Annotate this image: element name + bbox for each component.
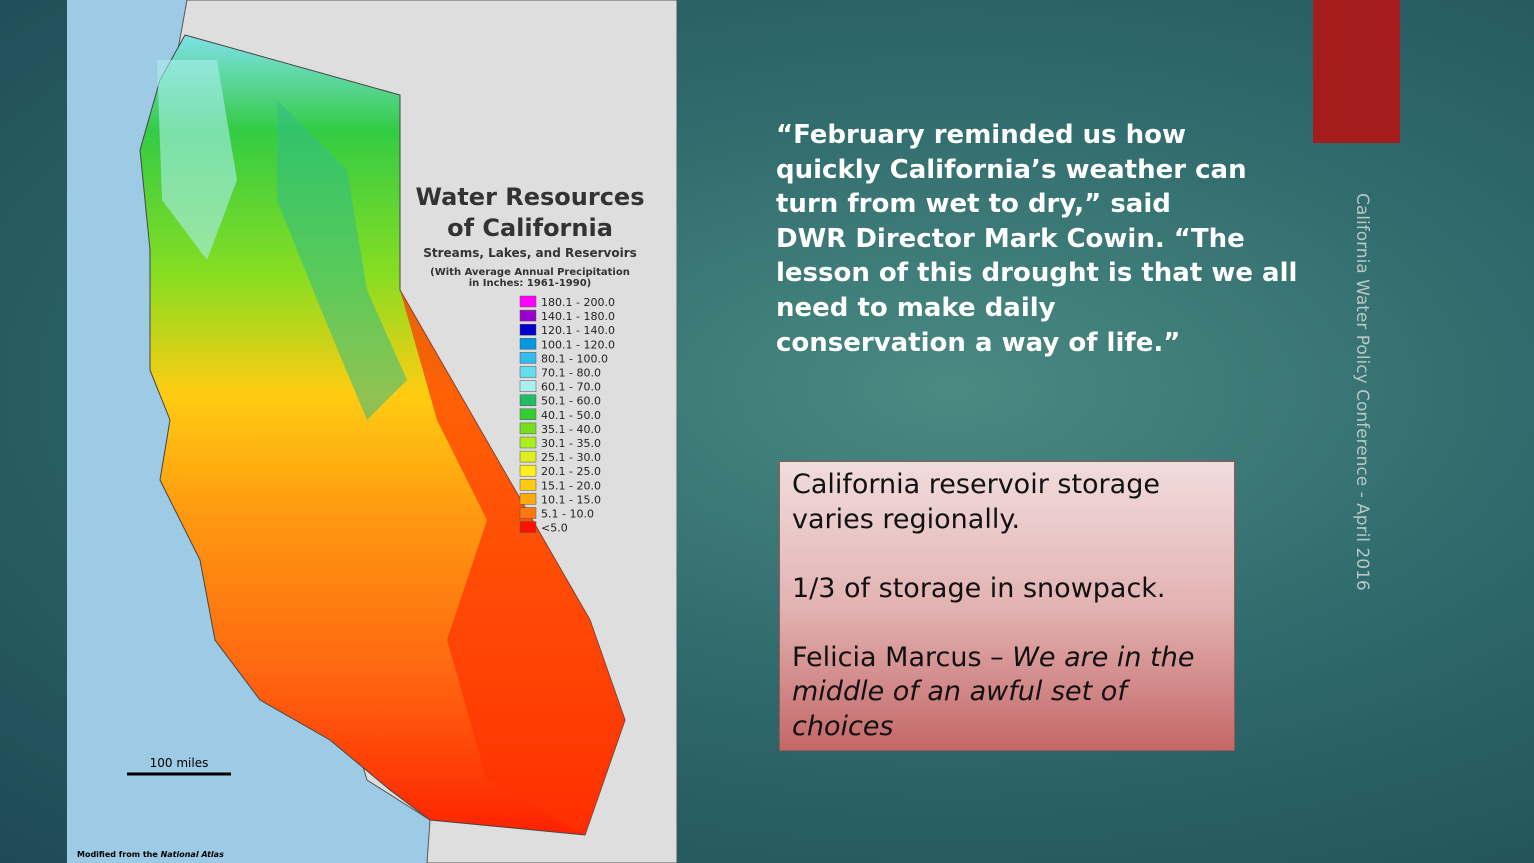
legend-swatch [519, 450, 537, 463]
map-subtitle: Streams, Lakes, and Reservoirs [423, 246, 637, 260]
legend-label: 140.1 - 180.0 [541, 310, 615, 323]
map-note: in Inches: 1961-1990) [469, 278, 592, 289]
box-paragraph: California reservoir storage varies regi… [792, 469, 1160, 535]
map-title: Water Resources [416, 183, 645, 211]
legend-label: <5.0 [541, 522, 568, 535]
quote-line: lesson of this drought is that we all [776, 258, 1298, 289]
legend-swatch [519, 422, 537, 435]
credit-italic: National Atlas [161, 850, 224, 859]
legend-swatch [519, 493, 537, 505]
map-title: of California [447, 214, 613, 242]
text-box: California reservoir storage varies regi… [779, 461, 1235, 751]
legend-swatch [519, 366, 537, 378]
legend-swatch [519, 464, 537, 477]
quote-line: “February reminded us how [776, 120, 1187, 150]
attribution-name: Felicia Marcus – [792, 641, 1013, 673]
legend-swatch [519, 394, 537, 406]
accent-bar [1313, 0, 1400, 143]
legend-label: 5.1 - 10.0 [541, 508, 594, 521]
legend-swatch [519, 295, 537, 308]
legend-swatch [519, 479, 537, 491]
quote-line: conservation a way of life.” [776, 327, 1181, 358]
legend-swatch [519, 507, 537, 519]
legend-label: 15.1 - 20.0 [541, 479, 601, 492]
legend-swatch [519, 309, 537, 322]
quote-line: turn from wet to dry,” said [776, 189, 1171, 220]
quote-line: DWR Director Mark Cowin. “The [776, 223, 1245, 254]
legend-label: 25.1 - 30.0 [541, 451, 601, 464]
scale-label: 100 miles [150, 756, 209, 770]
legend-label: 80.1 - 100.0 [541, 352, 608, 365]
legend-label: 100.1 - 120.0 [541, 338, 615, 351]
credit-text: Modified from the [77, 850, 161, 859]
legend-label: 30.1 - 35.0 [541, 437, 601, 450]
legend-swatch [519, 521, 537, 533]
legend-label: 50.1 - 60.0 [541, 395, 601, 408]
legend-label: 60.1 - 70.0 [541, 381, 601, 394]
box-attribution: Felicia Marcus – We are in the middle of… [792, 641, 1222, 745]
box-paragraph: 1/3 of storage in snowpack. [792, 572, 1166, 604]
quote: “February reminded us how quickly Califor… [776, 118, 1297, 360]
legend-swatch [519, 380, 537, 392]
legend-swatch [519, 352, 537, 364]
legend-label: 10.1 - 15.0 [541, 493, 601, 506]
legend-swatch [519, 408, 537, 421]
sidebar-text: California Water Policy Conference - Apr… [1352, 193, 1372, 591]
quote-line: need to make daily [776, 292, 1056, 323]
legend-label: 70.1 - 80.0 [541, 367, 601, 380]
legend-label: 40.1 - 50.0 [541, 409, 601, 422]
attribution-quote: We are in the middle of an awful set of … [792, 641, 1195, 742]
legend-label: 120.1 - 140.0 [541, 324, 615, 337]
quote-line: quickly California’s weather can [776, 154, 1247, 185]
legend-swatch [519, 338, 537, 350]
legend-label: 35.1 - 40.0 [541, 423, 601, 436]
legend-label: 180.1 - 200.0 [541, 296, 615, 309]
legend-swatch [519, 436, 537, 449]
map-credit: Modified from the National Atlas [77, 850, 224, 859]
map-note: (With Average Annual Precipitation [430, 267, 630, 278]
legend-swatch [519, 323, 537, 336]
legend-label: 20.1 - 25.0 [541, 465, 601, 478]
